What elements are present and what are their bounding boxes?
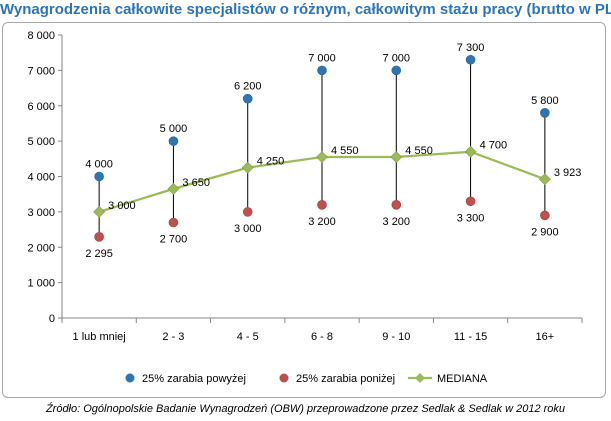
legend-label: 25% zarabia poniżej [296,373,395,385]
low-point [317,200,327,210]
x-tick-label: 4 - 5 [237,331,259,343]
median-point [464,145,477,158]
high-data-label: 5 000 [160,123,188,135]
low-data-label: 3 000 [234,223,262,235]
high-data-label: 4 000 [85,159,113,171]
low-point [391,200,402,210]
median-data-label: 3 923 [554,167,582,179]
low-data-label: 3 200 [308,216,336,228]
y-tick-label: 7 000 [27,65,55,77]
legend-marker [279,373,289,383]
low-point [242,207,253,217]
y-tick-label: 2 000 [27,242,55,254]
low-point [94,232,104,242]
legend-item-median: MEDIANA [408,373,488,385]
legend-marker [125,373,135,383]
high-data-label: 5 800 [531,95,559,107]
data-labels: 4 000 5 000 6 200 7 000 7 000 7 300 5 800 2 295… [85,42,581,260]
y-tick-label: 5 000 [27,136,55,148]
median-data-label: 4 700 [480,140,508,152]
chart-title: Wynagrodzenia całkowite specjalistów o r… [0,1,611,18]
high-point [465,54,476,65]
legend-marker [415,373,425,383]
x-tick-label: 9 - 10 [382,331,410,343]
y-tick-label: 8 000 [27,30,55,42]
x-tick-label: 16+ [536,331,555,343]
high-point [540,108,550,118]
high-point [391,65,402,76]
median-data-label: 4 550 [405,145,433,157]
high-data-label: 6 200 [234,81,262,93]
source-note: Źródło: Ogólnopolskie Badanie Wynagrodze… [45,403,566,415]
high-point [317,65,327,76]
median-point [167,182,180,195]
y-tick-label: 4 000 [27,172,55,184]
high-data-label: 7 000 [308,52,336,64]
y-tick-label: 1 000 [27,278,55,290]
legend-item-high: 25% zarabia powyżej [125,373,246,385]
data-markers [93,54,551,242]
high-data-label: 7 300 [457,42,485,54]
median-data-label: 4 250 [257,156,285,168]
median-point [241,161,254,174]
median-point [538,173,551,186]
high-point [168,136,179,146]
low-data-label: 2 900 [531,226,559,238]
x-tick-label: 1 lub mniej [73,331,126,343]
x-tick-label: 11 - 15 [454,331,487,343]
low-data-label: 2 295 [85,248,113,260]
low-point [465,196,476,207]
legend-label: MEDIANA [437,373,488,385]
low-data-label: 3 200 [383,216,411,228]
high-point [242,93,253,104]
high-point [94,171,104,182]
low-data-label: 2 700 [160,233,188,245]
legend: 25% zarabia powyżej 25% zarabia poniżej ME… [125,373,488,385]
x-tick-label: 2 - 3 [162,331,184,343]
x-tick-label: 6 - 8 [311,331,333,343]
axes: 0 1 000 2 000 3 000 4 000 5 000 6 000 7 000 8 00… [27,30,583,343]
median-point [316,151,328,163]
y-tick-label: 0 [49,313,55,325]
median-point [390,151,403,163]
y-tick-label: 6 000 [27,101,55,113]
legend-label: 25% zarabia powyżej [142,373,246,385]
median-data-label: 4 550 [331,145,359,157]
low-point [540,210,550,221]
legend-item-low: 25% zarabia poniżej [279,373,395,385]
median-data-label: 3 000 [108,200,136,212]
high-low-lines [98,59,546,237]
median-data-label: 3 650 [182,177,210,189]
y-tick-label: 3 000 [27,207,55,219]
median-point [93,205,106,218]
high-data-label: 7 000 [383,52,411,64]
low-point [168,217,179,228]
low-data-label: 3 300 [457,212,485,224]
